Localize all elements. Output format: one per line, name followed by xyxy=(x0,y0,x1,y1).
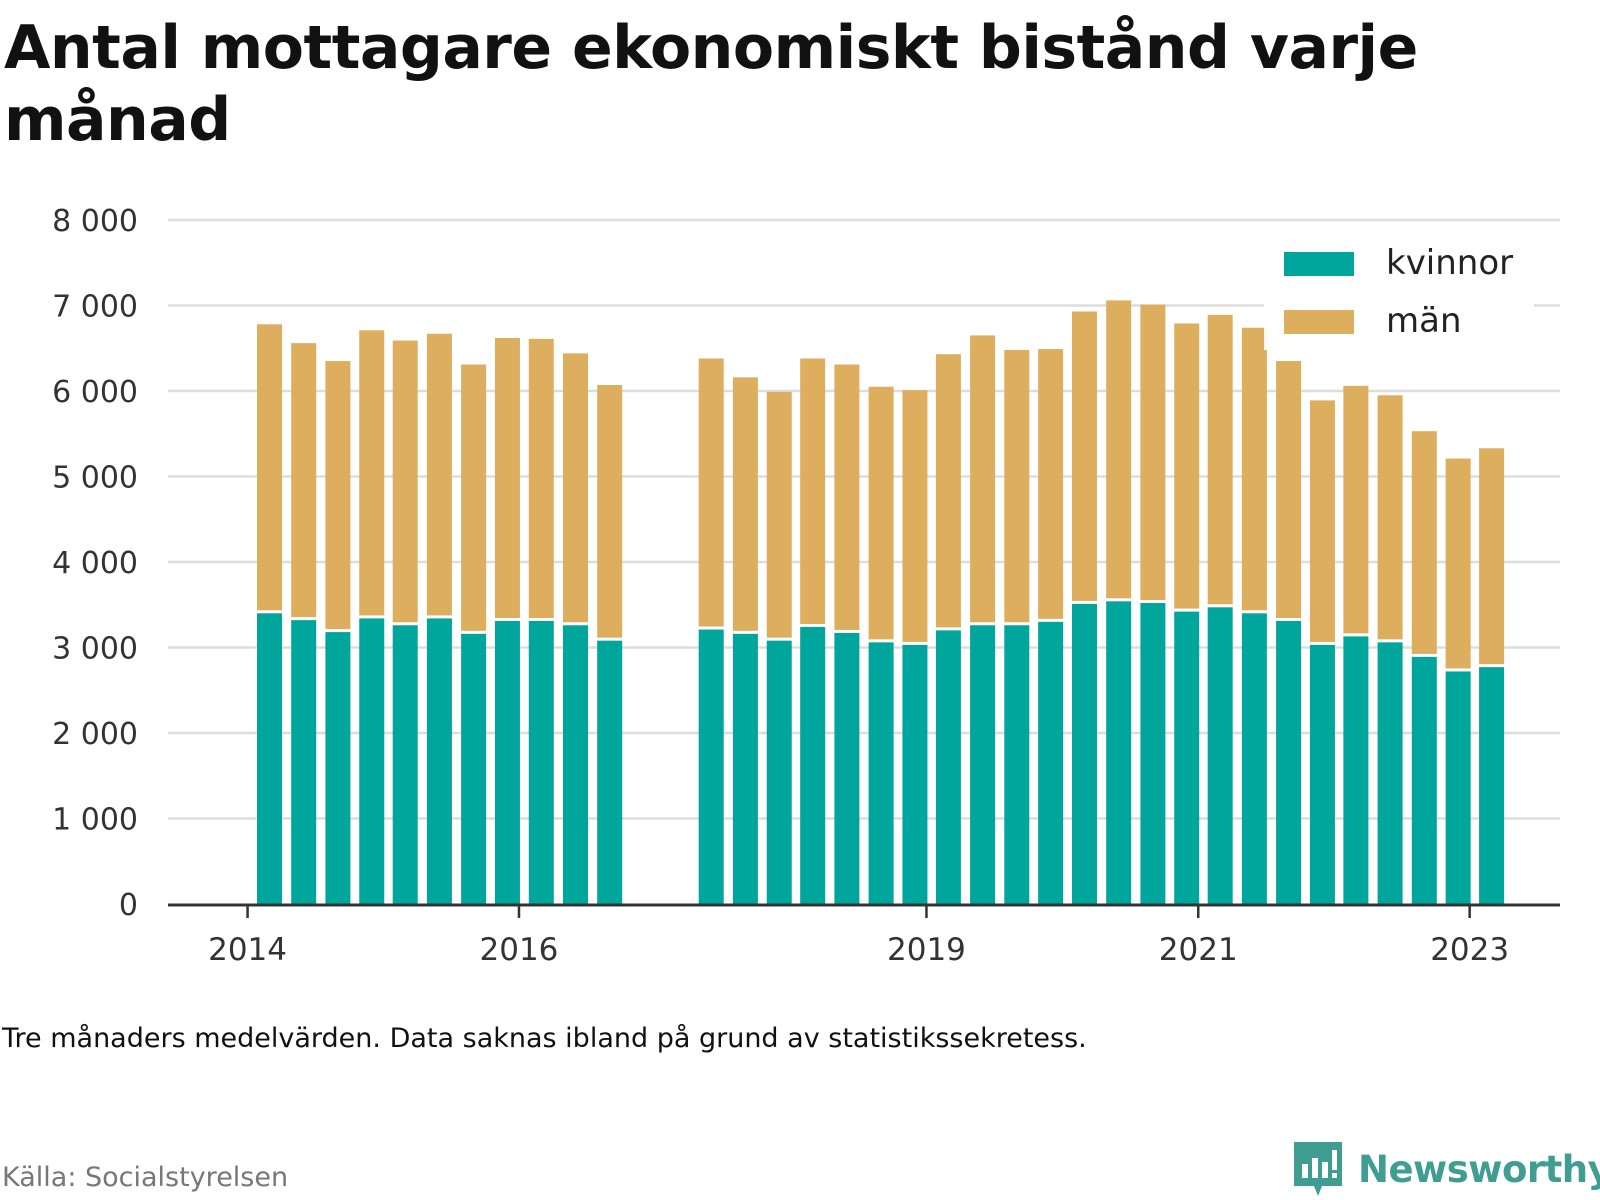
bar-man xyxy=(1174,323,1200,609)
x-tick-label: 2021 xyxy=(1159,932,1238,968)
bar-man xyxy=(698,358,724,627)
bar-man xyxy=(902,390,928,642)
bar-kvinnor xyxy=(1241,613,1267,904)
bar-kvinnor xyxy=(597,640,623,904)
bar-chart: 0 1 000 2 000 3 000 4 000 5 000 6 000 7 000 8 00… xyxy=(52,204,1560,968)
bar-kvinnor xyxy=(698,629,724,904)
bar-kvinnor xyxy=(1207,607,1233,904)
bar-kvinnor xyxy=(528,620,554,904)
bar-kvinnor xyxy=(1071,603,1097,904)
bar-kvinnor xyxy=(732,633,758,904)
bar-kvinnor xyxy=(1276,620,1302,904)
bar-man xyxy=(257,324,282,611)
bar-kvinnor xyxy=(1106,601,1132,904)
brand-logo: Newsworthy xyxy=(1292,1138,1600,1200)
bar-kvinnor xyxy=(1309,644,1335,904)
bar-man xyxy=(1004,349,1030,623)
bar-kvinnor xyxy=(392,625,418,904)
bar-man xyxy=(1445,458,1471,669)
bar-man xyxy=(1071,311,1097,601)
bar-man xyxy=(359,330,385,616)
bar-kvinnor xyxy=(1377,642,1403,904)
bar-kvinnor xyxy=(562,625,588,904)
bar-man xyxy=(392,340,418,623)
bar-kvinnor xyxy=(1411,656,1437,904)
bar-man xyxy=(291,343,317,618)
bars xyxy=(257,300,1505,904)
bar-man xyxy=(732,377,758,631)
bar-man xyxy=(1207,314,1233,605)
bar-kvinnor xyxy=(935,630,961,904)
bar-man xyxy=(461,364,487,631)
bar-man xyxy=(528,338,554,618)
bar-kvinnor xyxy=(868,642,894,904)
x-axis: 2014 2016 2019 2021 2023 xyxy=(168,903,1560,968)
bar-man xyxy=(597,385,623,638)
bar-kvinnor xyxy=(461,633,487,904)
bar-man xyxy=(1479,448,1505,665)
bar-kvinnor xyxy=(291,620,317,904)
bar-man xyxy=(1038,349,1064,619)
legend-label: män xyxy=(1386,301,1462,341)
bar-man xyxy=(1377,395,1403,640)
bar-kvinnor xyxy=(1174,611,1200,904)
bar-man xyxy=(426,333,452,616)
source-credit: Källa: Socialstyrelsen xyxy=(2,1162,289,1193)
y-axis-tick-labels: 0 1 000 2 000 3 000 4 000 5 000 6 000 7 000 8 00… xyxy=(52,204,138,923)
bar-man xyxy=(1276,361,1302,618)
y-tick-label: 7 000 xyxy=(52,290,138,325)
legend: kvinnor män xyxy=(1264,240,1534,350)
bar-man xyxy=(834,364,860,630)
bar-man xyxy=(562,353,588,623)
bar-man xyxy=(494,337,520,618)
y-tick-label: 2 000 xyxy=(52,717,138,752)
bar-kvinnor xyxy=(970,625,996,904)
bar-man xyxy=(1106,300,1132,599)
bar-kvinnor xyxy=(325,632,351,904)
x-tick-label: 2023 xyxy=(1430,932,1509,968)
bar-kvinnor xyxy=(834,632,860,904)
bar-kvinnor xyxy=(1004,625,1030,904)
chart-note: Tre månaders medelvärden. Data saknas ib… xyxy=(2,1023,1087,1054)
bar-kvinnor xyxy=(1479,667,1505,904)
x-tick-label: 2019 xyxy=(887,932,966,968)
y-tick-label: 4 000 xyxy=(52,546,138,581)
bar-kvinnor xyxy=(1445,671,1471,904)
x-tick-label: 2016 xyxy=(480,932,559,968)
y-tick-label: 1 000 xyxy=(52,803,138,838)
bar-kvinnor xyxy=(1343,636,1369,904)
y-tick-label: 3 000 xyxy=(52,632,138,667)
bar-man xyxy=(800,358,826,624)
bar-kvinnor xyxy=(1038,621,1064,904)
legend-label: kvinnor xyxy=(1386,243,1513,283)
legend-swatch xyxy=(1284,252,1354,276)
brand-name: Newsworthy xyxy=(1358,1147,1600,1191)
bar-kvinnor xyxy=(1140,603,1166,904)
bar-man xyxy=(970,335,996,623)
bar-kvinnor xyxy=(257,613,282,904)
y-tick-label: 8 000 xyxy=(52,204,138,239)
bar-man xyxy=(868,386,894,640)
bar-kvinnor xyxy=(494,620,520,904)
bar-man xyxy=(935,354,961,628)
bar-man xyxy=(1411,431,1437,654)
bar-man xyxy=(1343,385,1369,634)
y-tick-label: 0 xyxy=(119,888,138,923)
bar-man xyxy=(766,391,792,638)
bar-kvinnor xyxy=(766,640,792,904)
y-tick-label: 6 000 xyxy=(52,375,138,410)
y-tick-label: 5 000 xyxy=(52,461,138,496)
bar-kvinnor xyxy=(902,644,928,904)
bar-kvinnor xyxy=(359,618,385,904)
bar-man xyxy=(1241,327,1267,611)
newsworthy-logo-icon xyxy=(1294,1142,1342,1196)
chart-title: Antal mottagare ekonomiskt bistånd varje… xyxy=(4,13,1418,155)
bar-man xyxy=(1140,304,1166,601)
legend-swatch xyxy=(1284,310,1354,334)
bar-man xyxy=(325,361,351,630)
bar-man xyxy=(1309,400,1335,642)
bar-kvinnor xyxy=(800,626,826,904)
bar-kvinnor xyxy=(426,618,452,904)
x-tick-label: 2014 xyxy=(208,932,287,968)
